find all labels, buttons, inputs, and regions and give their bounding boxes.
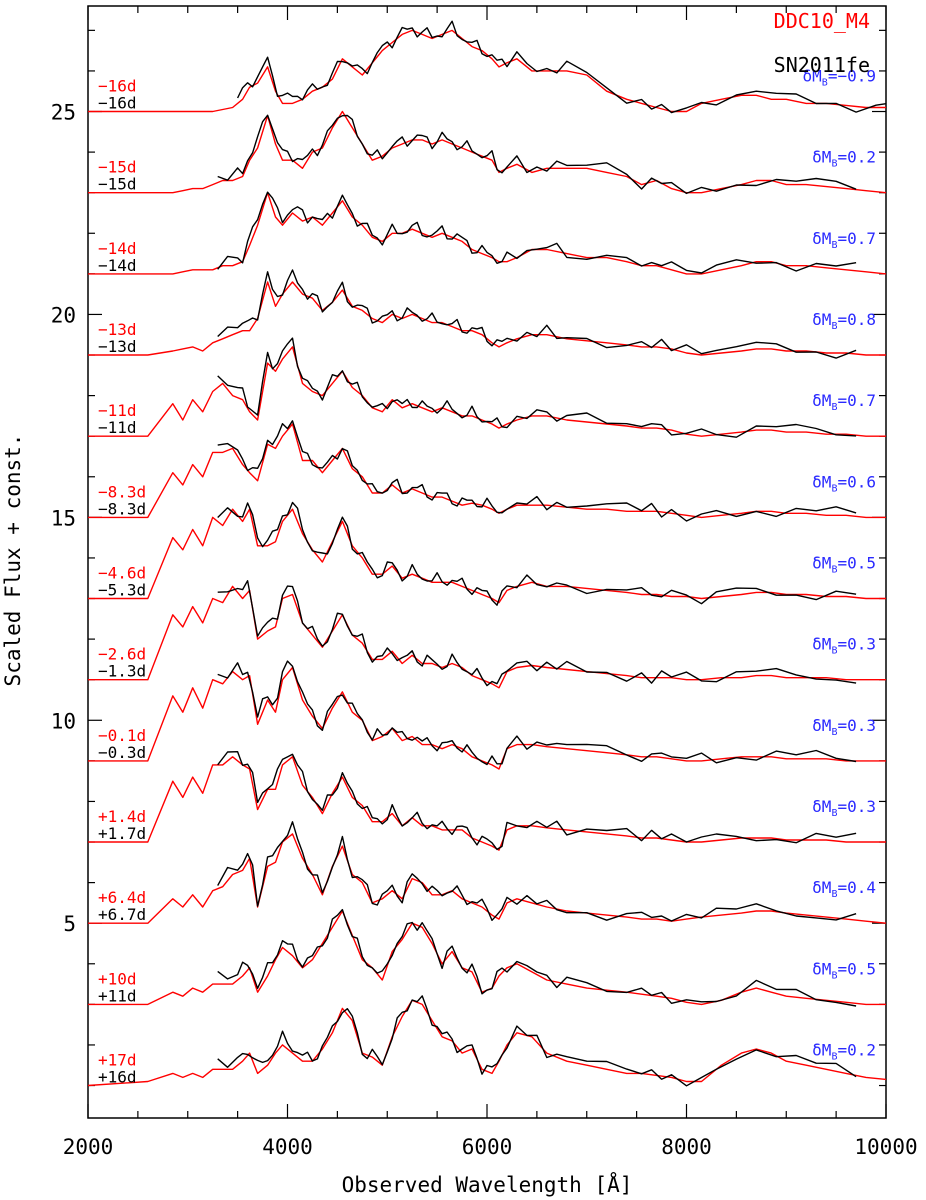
y-tick-label: 5 [63, 912, 76, 936]
observed-spectrum-line [217, 114, 857, 195]
observed-epoch-label: +11d [98, 986, 137, 1005]
x-axis-label: Observed Wavelength [Å] [342, 1171, 633, 1197]
model-spectrum-line [88, 423, 886, 519]
observed-spectrum-line [217, 191, 857, 274]
observed-epoch-label: −15d [98, 175, 137, 194]
model-epoch-label: −13d [98, 320, 137, 339]
y-tick-label: 20 [51, 303, 76, 327]
model-spectrum-line [88, 833, 887, 924]
observed-epoch-label: −11d [98, 418, 137, 437]
delta-mb-label: δMB=0.5 [812, 959, 876, 981]
observed-epoch-label: −14d [98, 256, 137, 275]
y-tick-label: 25 [51, 101, 76, 125]
delta-mb-label: δMB=0.3 [812, 797, 876, 819]
observed-spectrum-line [217, 337, 857, 438]
model-epoch-label: −15d [98, 158, 137, 177]
model-spectrum-line [88, 508, 886, 604]
axis-frame [87, 5, 887, 1119]
model-spectrum-line [88, 281, 886, 356]
y-axis-label: Scaled Flux + const. [1, 434, 25, 687]
observed-epoch-label: −5.3d [98, 581, 146, 600]
observed-epoch-label: −8.3d [98, 499, 146, 518]
model-epoch-label: +6.4d [98, 888, 146, 907]
observed-spectra-group [217, 20, 887, 1087]
model-spectrum-line [88, 756, 886, 851]
delta-mb-label: δMB=0.7 [812, 229, 876, 251]
x-tick-label: 2000 [63, 1135, 114, 1159]
model-epoch-label: −14d [98, 239, 137, 258]
y-axis-ticks: 5 10 15 20 25 [51, 29, 886, 1087]
delta-mb-labels-group: δMB=−0.9 δMB=0.2 δMB=0.7 δMB=0.8 δMB=0.7 δMB=… [803, 67, 876, 1063]
observed-epoch-label: −0.3d [98, 743, 146, 762]
legend-model-label: DDC10_M4 [774, 9, 870, 33]
model-epoch-label: +17d [98, 1051, 137, 1070]
observed-spectrum-line [217, 420, 857, 522]
y-tick-label: 10 [51, 709, 76, 733]
observed-epoch-label: −13d [98, 337, 137, 356]
delta-mb-label: δMB=0.7 [812, 391, 876, 413]
x-tick-label: 4000 [262, 1135, 313, 1159]
model-epoch-label: +1.4d [98, 807, 146, 826]
observed-spectrum-line [217, 580, 857, 687]
model-spectrum-line [88, 346, 886, 437]
delta-mb-label: δMB=0.4 [812, 878, 876, 900]
observed-epoch-label: +6.7d [98, 905, 146, 924]
model-epoch-label: −0.1d [98, 726, 146, 745]
delta-mb-label: δMB=0.2 [812, 148, 876, 170]
model-spectrum-line [88, 585, 886, 689]
delta-mb-label: δMB=−0.9 [803, 67, 876, 89]
delta-mb-label: δMB=0.3 [812, 635, 876, 657]
observed-spectrum-line [217, 995, 857, 1087]
delta-mb-label: δMB=0.3 [812, 716, 876, 738]
x-axis-ticks: 2000 4000 6000 8000 10000 [63, 6, 918, 1159]
epoch-labels-group: −16d−16d −15d−15d −14d−14d −13d−13d −11d−11d… [98, 77, 146, 1087]
model-epoch-label: −2.6d [98, 645, 146, 664]
model-epoch-label: −11d [98, 401, 137, 420]
delta-mb-label: δMB=0.2 [812, 1041, 876, 1063]
observed-spectrum-line [217, 660, 857, 766]
delta-mb-label: δMB=0.8 [812, 310, 876, 332]
observed-epoch-label: −16d [98, 94, 137, 113]
model-spectrum-line [87, 999, 887, 1087]
x-tick-label: 10000 [854, 1135, 917, 1159]
observed-spectrum-line [217, 501, 857, 606]
model-spectrum-line [88, 192, 887, 275]
model-epoch-label: +10d [98, 969, 137, 988]
observed-epoch-label: +1.7d [98, 824, 146, 843]
delta-mb-label: δMB=0.6 [812, 472, 876, 494]
model-epoch-label: −8.3d [98, 482, 146, 501]
model-epoch-label: −16d [98, 77, 137, 96]
observed-spectrum-line [217, 908, 857, 1007]
model-spectra-group [87, 29, 887, 1087]
plot-frame [87, 5, 887, 1119]
y-tick-label: 15 [51, 506, 76, 530]
legend-observed-label: SN2011fe [774, 53, 870, 77]
x-tick-label: 8000 [661, 1135, 712, 1159]
observed-spectrum-line [217, 821, 857, 922]
model-spectrum-line [88, 110, 887, 194]
observed-epoch-label: +16d [98, 1068, 137, 1087]
observed-spectrum-line [217, 269, 857, 359]
observed-epoch-label: −1.3d [98, 662, 146, 681]
model-epoch-label: −4.6d [98, 564, 146, 583]
delta-mb-label: δMB=0.5 [812, 554, 876, 576]
x-tick-label: 6000 [462, 1135, 513, 1159]
observed-spectrum-line [217, 751, 857, 851]
model-spectrum-line [88, 666, 886, 770]
model-spectrum-line [88, 29, 886, 113]
observed-spectrum-line [236, 20, 887, 114]
